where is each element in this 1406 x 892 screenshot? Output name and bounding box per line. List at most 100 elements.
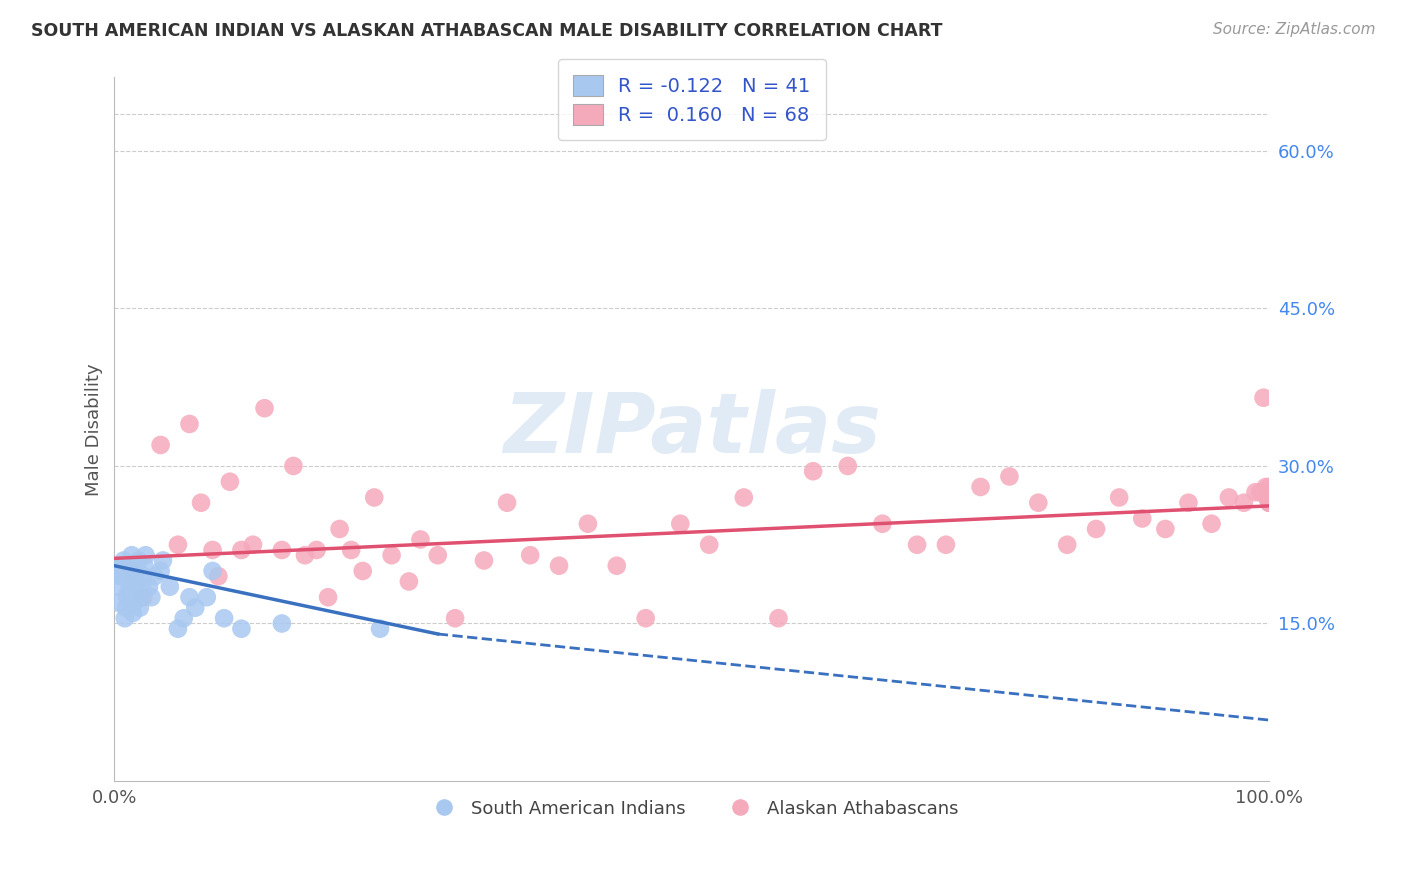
Point: [124, 580, 146, 594]
Point: [231, 543, 253, 558]
Point: [143, 569, 166, 583]
Point: [998, 469, 1021, 483]
Point: [125, 574, 148, 589]
Point: [149, 438, 172, 452]
Point: [316, 591, 339, 605]
Point: [1253, 391, 1275, 405]
Point: [167, 538, 190, 552]
Point: [381, 548, 404, 562]
Point: [634, 611, 657, 625]
Point: [128, 553, 150, 567]
Point: [283, 458, 305, 473]
Point: [837, 458, 859, 473]
Point: [212, 611, 235, 625]
Point: [733, 491, 755, 505]
Point: [1254, 480, 1277, 494]
Point: [576, 516, 599, 531]
Point: [1026, 496, 1049, 510]
Point: [444, 611, 467, 625]
Text: Source: ZipAtlas.com: Source: ZipAtlas.com: [1212, 22, 1375, 37]
Point: [1201, 516, 1223, 531]
Point: [398, 574, 420, 589]
Point: [1244, 485, 1267, 500]
Point: [270, 616, 292, 631]
Y-axis label: Male Disability: Male Disability: [86, 363, 103, 496]
Point: [117, 585, 139, 599]
Point: [127, 564, 149, 578]
Point: [1256, 491, 1278, 505]
Point: [1258, 480, 1281, 494]
Text: ZIPatlas: ZIPatlas: [503, 389, 880, 470]
Point: [134, 558, 156, 573]
Point: [201, 543, 224, 558]
Point: [1258, 485, 1281, 500]
Point: [135, 548, 157, 562]
Point: [108, 580, 131, 594]
Point: [122, 595, 145, 609]
Point: [110, 564, 132, 578]
Point: [141, 591, 163, 605]
Point: [872, 516, 894, 531]
Point: [107, 595, 129, 609]
Point: [1249, 485, 1271, 500]
Point: [108, 569, 131, 583]
Point: [219, 475, 242, 489]
Point: [363, 491, 385, 505]
Point: [1130, 511, 1153, 525]
Point: [115, 591, 138, 605]
Point: [190, 496, 212, 510]
Point: [131, 580, 153, 594]
Point: [519, 548, 541, 562]
Point: [195, 591, 218, 605]
Point: [1154, 522, 1177, 536]
Point: [129, 591, 152, 605]
Point: [409, 533, 432, 547]
Point: [207, 569, 229, 583]
Point: [120, 564, 142, 578]
Point: [606, 558, 628, 573]
Point: [1258, 496, 1281, 510]
Point: [1258, 496, 1281, 510]
Point: [697, 538, 720, 552]
Point: [114, 611, 136, 625]
Point: [969, 480, 991, 494]
Point: [253, 401, 276, 416]
Point: [1258, 485, 1281, 500]
Point: [111, 558, 134, 573]
Point: [1233, 496, 1256, 510]
Point: [1257, 491, 1279, 505]
Point: [935, 538, 957, 552]
Point: [121, 548, 143, 562]
Point: [184, 600, 207, 615]
Point: [294, 548, 316, 562]
Point: [340, 543, 363, 558]
Point: [669, 516, 692, 531]
Point: [270, 543, 292, 558]
Point: [801, 464, 824, 478]
Point: [329, 522, 352, 536]
Legend: South American Indians, Alaskan Athabascans: South American Indians, Alaskan Athabasc…: [419, 792, 966, 825]
Point: [115, 600, 138, 615]
Point: [472, 553, 495, 567]
Point: [159, 580, 181, 594]
Point: [1218, 491, 1240, 505]
Point: [149, 564, 172, 578]
Point: [152, 553, 174, 567]
Point: [112, 553, 135, 567]
Point: [179, 591, 201, 605]
Point: [128, 600, 150, 615]
Point: [201, 564, 224, 578]
Point: [768, 611, 790, 625]
Point: [1085, 522, 1108, 536]
Point: [905, 538, 928, 552]
Point: [179, 417, 201, 431]
Point: [122, 606, 145, 620]
Point: [138, 580, 160, 594]
Point: [173, 611, 195, 625]
Point: [118, 569, 141, 583]
Point: [548, 558, 571, 573]
Point: [1108, 491, 1130, 505]
Point: [132, 569, 155, 583]
Point: [1177, 496, 1199, 510]
Point: [132, 591, 155, 605]
